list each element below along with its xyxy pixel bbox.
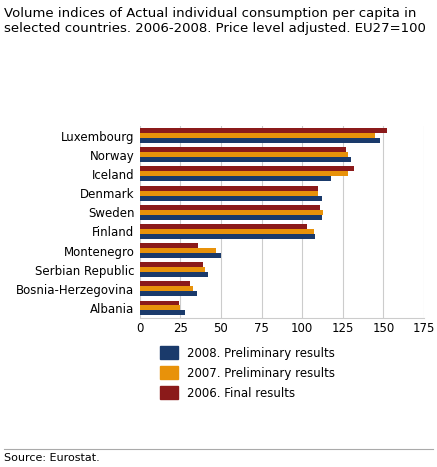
Bar [140,215,322,219]
Bar [140,243,198,248]
Legend: 2008. Preliminary results, 2007. Preliminary results, 2006. Final results: 2008. Preliminary results, 2007. Prelimi… [160,347,335,400]
Bar [140,157,351,162]
Bar [140,301,179,305]
Bar [140,152,347,157]
Bar [140,286,194,291]
Bar [140,305,180,311]
Bar [140,138,380,143]
Bar [140,191,319,196]
Bar [140,171,347,177]
Bar [140,291,197,296]
Bar [140,272,208,277]
Bar [140,224,307,229]
Bar [140,128,387,133]
Bar [140,210,323,215]
Bar [140,311,185,315]
Bar [140,148,346,152]
Text: Source: Eurostat.: Source: Eurostat. [4,453,100,463]
Bar [140,186,319,191]
Bar [140,196,322,200]
Bar [140,248,216,253]
Text: Volume indices of Actual individual consumption per capita in
selected countries: Volume indices of Actual individual cons… [4,7,426,35]
Bar [140,205,320,210]
Bar [140,267,205,272]
Bar [140,177,331,181]
Bar [140,234,315,239]
Bar [140,133,375,138]
Bar [140,253,221,258]
Bar [140,167,354,171]
Bar [140,282,190,286]
Bar [140,229,313,234]
Bar [140,262,203,267]
